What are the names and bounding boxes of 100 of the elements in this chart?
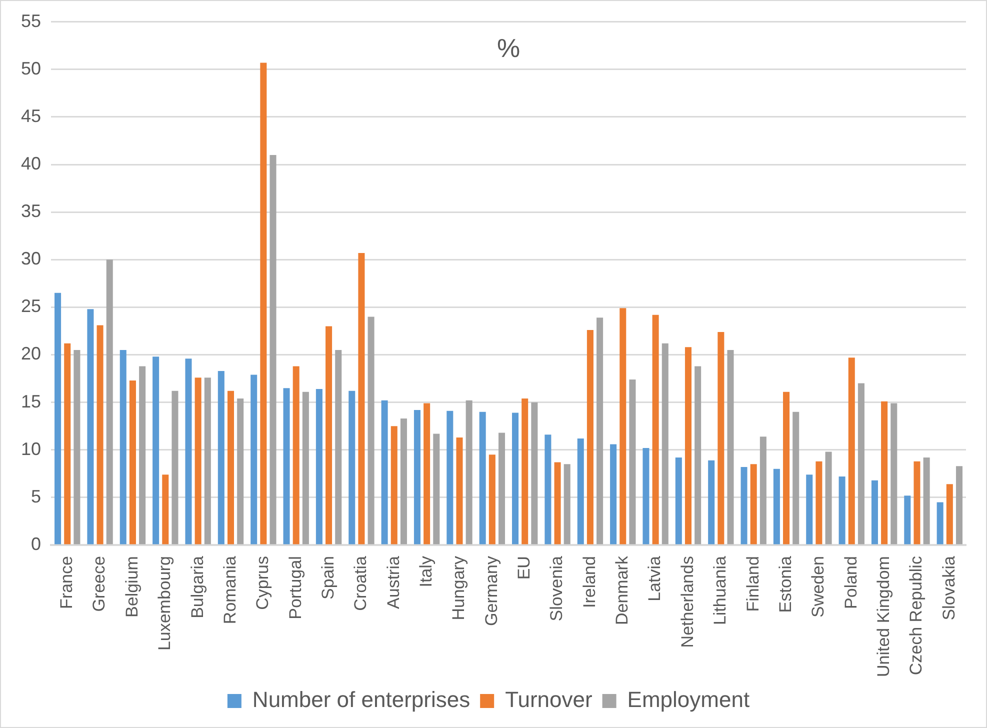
bar <box>466 400 472 544</box>
bar <box>368 316 374 544</box>
x-tick-label: Slovakia <box>939 556 958 620</box>
x-tick-label: EU <box>514 556 534 580</box>
x-tick-label: Ireland <box>580 556 599 608</box>
bar <box>740 467 748 544</box>
bar <box>684 347 692 544</box>
x-tick-label: Germany <box>482 556 501 626</box>
bar <box>348 390 356 544</box>
bar <box>586 330 594 544</box>
bar <box>806 474 813 544</box>
bar <box>718 332 724 544</box>
bar <box>956 466 963 544</box>
x-tick-label: Spain <box>318 556 338 600</box>
bar <box>162 474 169 544</box>
x-tick-label: Czech Republic <box>906 556 926 676</box>
bar <box>694 366 702 544</box>
bar <box>424 403 430 544</box>
bar <box>446 410 454 544</box>
bar <box>64 343 71 544</box>
bar <box>120 350 126 544</box>
bar <box>316 389 322 544</box>
x-tick-label: France <box>57 556 76 609</box>
y-tick-label: 25 <box>20 296 42 316</box>
bar <box>838 476 846 544</box>
bar <box>881 401 888 544</box>
bar <box>185 358 192 544</box>
bar <box>74 350 80 544</box>
x-tick-label: Austria <box>384 556 403 609</box>
bar <box>152 356 160 544</box>
bar <box>194 378 202 544</box>
bar <box>904 496 911 544</box>
y-tick-label: 10 <box>20 438 42 459</box>
x-tick-label: Bulgaria <box>188 556 207 618</box>
bar <box>139 366 146 544</box>
bar <box>816 461 822 544</box>
bar <box>250 374 258 544</box>
bar <box>87 309 94 544</box>
bar <box>652 314 659 544</box>
bar <box>858 383 864 544</box>
x-tick-label: Finland <box>743 556 762 612</box>
bar <box>381 400 388 544</box>
bar <box>871 480 878 544</box>
bar <box>620 308 626 544</box>
bar <box>358 252 365 544</box>
bar <box>531 402 538 544</box>
bar <box>848 358 855 544</box>
x-tick-label: Lithuania <box>710 556 730 626</box>
bar <box>302 392 309 544</box>
x-tick-label: Italy <box>416 556 436 588</box>
y-tick-label: 55 <box>20 10 42 31</box>
bar <box>488 454 496 544</box>
y-tick-label: 15 <box>20 391 42 412</box>
bar <box>512 412 519 544</box>
bar <box>106 260 113 544</box>
x-tick-label: Croatia <box>351 556 370 611</box>
bar <box>825 452 832 544</box>
bar <box>642 448 650 544</box>
y-tick-label: 35 <box>20 201 42 222</box>
x-tick-label: Sweden <box>808 556 828 618</box>
bar <box>946 484 953 544</box>
bar <box>326 326 332 544</box>
y-tick-label: 30 <box>20 248 42 269</box>
x-tick-label: Netherlands <box>678 556 697 648</box>
bar <box>750 464 757 544</box>
bar <box>283 388 290 544</box>
bar <box>629 380 636 544</box>
bar <box>577 438 584 544</box>
bar <box>760 436 766 544</box>
bar <box>335 350 342 544</box>
bar <box>554 462 561 544</box>
y-tick-label: 20 <box>20 344 42 364</box>
bar <box>204 378 211 544</box>
bar <box>218 370 224 544</box>
bar <box>270 154 276 544</box>
x-tick-label: Estonia <box>776 555 795 613</box>
x-tick-label: Portugal <box>286 556 305 620</box>
bar <box>292 366 300 544</box>
x-tick-label: Poland <box>841 556 860 609</box>
bar <box>414 410 420 544</box>
bar <box>783 392 790 544</box>
y-tick-label: 45 <box>20 106 42 126</box>
x-tick-label: Hungary <box>449 556 468 620</box>
bar <box>544 434 552 544</box>
x-tick-label: Luxembourg <box>155 556 174 651</box>
bar <box>522 398 528 544</box>
bar <box>773 468 780 544</box>
bar <box>890 403 898 544</box>
bar <box>708 460 715 544</box>
bar <box>914 461 920 544</box>
bar <box>792 412 800 544</box>
bar <box>227 390 234 544</box>
x-tick-label: Denmark <box>612 556 632 626</box>
bar <box>456 438 463 544</box>
y-tick-label: 40 <box>20 153 42 174</box>
bar <box>390 426 398 544</box>
bar <box>96 325 104 544</box>
bar <box>129 380 136 544</box>
x-tick-label: Cyprus <box>253 556 272 610</box>
bar <box>479 412 486 544</box>
